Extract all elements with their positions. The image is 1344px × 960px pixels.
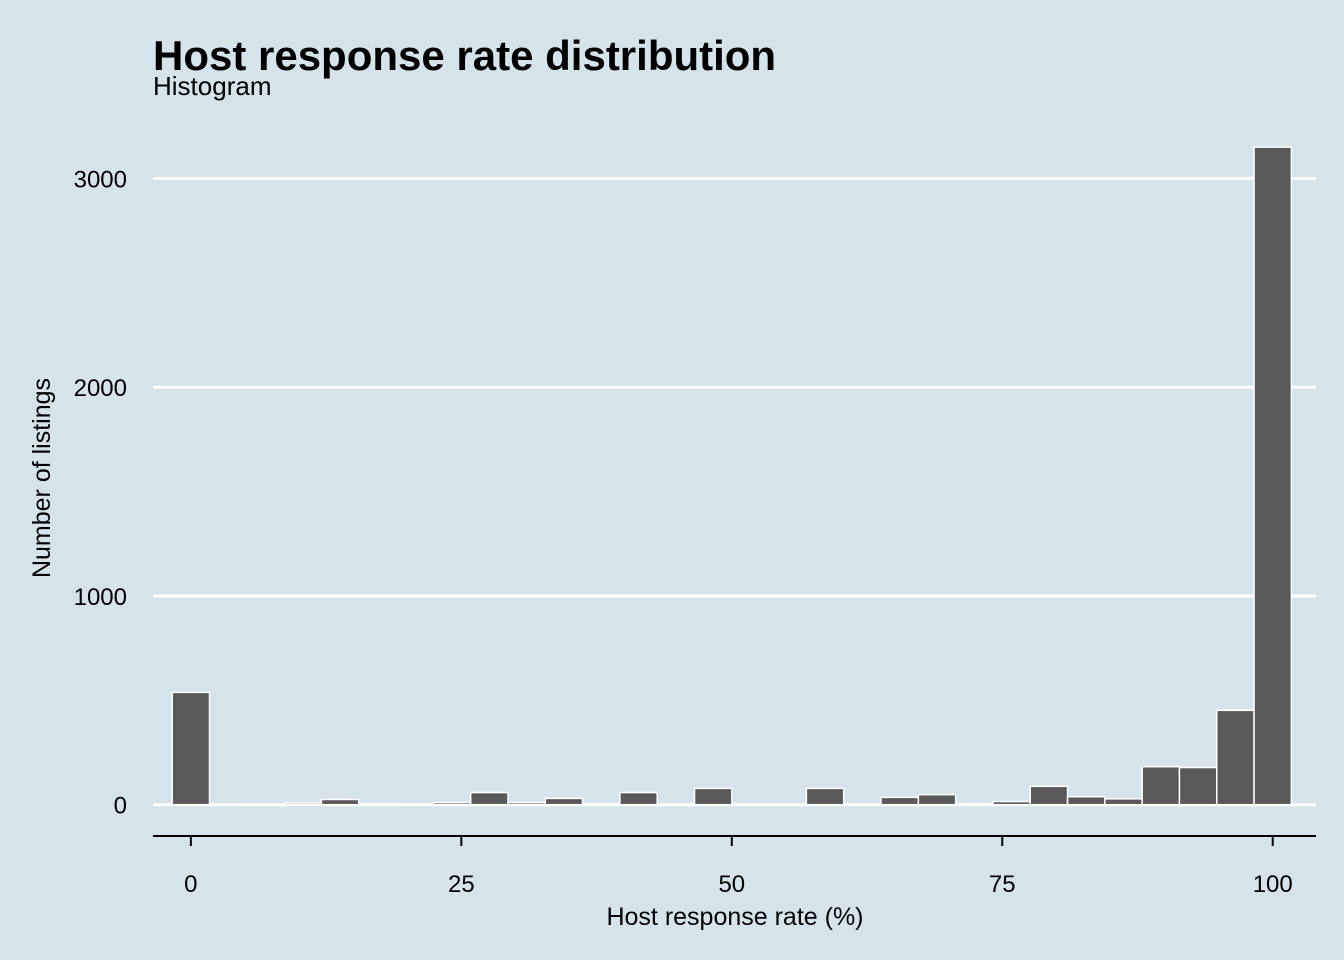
y-axis-title: Number of listings — [28, 378, 56, 578]
histogram-bar-22 — [992, 800, 1031, 806]
histogram-bar-4 — [320, 798, 360, 806]
x-tick-label-25: 25 — [448, 871, 475, 898]
histogram-bar-1 — [208, 803, 248, 806]
histogram-bar-8 — [469, 791, 509, 806]
histogram-bar-29 — [1253, 146, 1293, 806]
histogram-bar-26 — [1141, 765, 1181, 806]
histogram-bar-11 — [581, 802, 621, 806]
y-tick-label-0: 0 — [114, 793, 127, 820]
histogram-bar-9 — [507, 801, 546, 806]
y-axis-ticks: 0 1000 2000 3000 — [74, 166, 127, 819]
x-axis-ticks: 0 25 50 75 100 — [184, 836, 1293, 898]
x-tick-label-100: 100 — [1253, 871, 1293, 898]
histogram-bar-19 — [880, 796, 920, 806]
histogram-bar-2 — [246, 803, 285, 806]
histogram-bar-17 — [805, 787, 845, 806]
histogram-bar-25 — [1104, 798, 1143, 806]
histogram-bar-28 — [1216, 709, 1255, 806]
histogram-bars — [171, 146, 1293, 806]
histogram-bar-21 — [954, 802, 994, 806]
histogram-bar-27 — [1178, 766, 1218, 806]
histogram-bar-24 — [1066, 796, 1106, 806]
x-tick-label-0: 0 — [184, 871, 197, 898]
histogram-bar-23 — [1029, 785, 1069, 806]
histogram-bar-5 — [357, 802, 397, 806]
gridlines — [153, 176, 1316, 807]
x-tick-label-50: 50 — [718, 871, 745, 898]
histogram-bar-12 — [619, 791, 658, 806]
x-axis-title: Host response rate (%) — [606, 903, 863, 931]
histogram-bar-20 — [917, 793, 957, 806]
chart-title: Host response rate distribution — [153, 32, 776, 79]
chart-subtitle: Histogram — [153, 71, 271, 101]
y-tick-label-1000: 1000 — [74, 584, 127, 611]
histogram-bar-3 — [283, 802, 323, 806]
y-tick-label-3000: 3000 — [74, 166, 127, 193]
x-tick-label-75: 75 — [989, 871, 1016, 898]
histogram-bar-15 — [731, 803, 770, 806]
histogram-bar-13 — [656, 803, 696, 806]
histogram-bar-18 — [842, 803, 882, 806]
y-tick-label-2000: 2000 — [74, 375, 127, 402]
histogram-bar-16 — [768, 803, 808, 806]
histogram-bar-14 — [693, 787, 733, 806]
histogram-bar-6 — [395, 803, 435, 806]
histogram-bar-7 — [432, 801, 472, 806]
histogram-bar-10 — [544, 797, 584, 806]
histogram-bar-0 — [171, 691, 211, 806]
